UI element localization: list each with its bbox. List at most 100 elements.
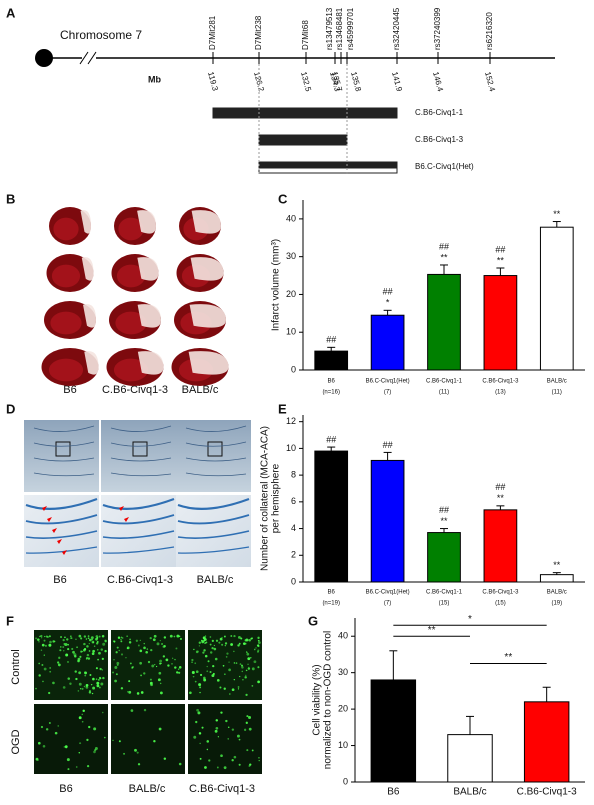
- fluorescence-image: [111, 630, 185, 700]
- cell: [85, 638, 88, 640]
- cell: [134, 748, 137, 752]
- cell: [246, 652, 250, 656]
- marker-name: D7Mit281: [208, 15, 217, 50]
- cell: [245, 693, 248, 697]
- y-axis-label: Infarct volume (mm³): [271, 239, 282, 331]
- arrowhead: [124, 517, 129, 522]
- strain-label: C.B6-Civq1-3: [107, 574, 173, 586]
- cell: [162, 655, 166, 658]
- cell: [253, 660, 257, 664]
- cell: [177, 668, 180, 670]
- cell: [216, 766, 219, 769]
- cell: [40, 725, 44, 729]
- cell: [86, 645, 89, 648]
- cell: [95, 635, 99, 638]
- cell: [96, 648, 99, 651]
- y-tick-label: 40: [286, 213, 296, 223]
- bar: [483, 275, 518, 371]
- cell: [81, 720, 84, 723]
- cell: [189, 691, 192, 695]
- cell: [57, 725, 59, 727]
- cell: [244, 676, 247, 679]
- cell: [128, 641, 132, 644]
- bar: [370, 459, 405, 583]
- cell: [204, 635, 207, 637]
- y-axis-label: Cell viability (%): [312, 664, 323, 735]
- vessel: [185, 441, 247, 447]
- cell: [44, 644, 47, 647]
- arrowhead: [47, 517, 52, 522]
- arrowhead: [119, 506, 124, 511]
- cell: [227, 738, 229, 740]
- panel-label: A: [6, 5, 16, 20]
- cell: [116, 646, 119, 649]
- cell: [103, 736, 106, 739]
- cell: [80, 637, 83, 640]
- cell: [67, 768, 70, 771]
- strain-label: C.B6-Civq1-3: [102, 384, 168, 396]
- cell: [192, 675, 195, 678]
- fluorescence-image: [34, 704, 108, 774]
- cell: [247, 663, 249, 665]
- bar: [539, 226, 574, 371]
- cell: [203, 649, 206, 652]
- cell: [251, 749, 254, 752]
- cell: [197, 711, 201, 715]
- cell: [117, 636, 120, 639]
- cell: [40, 649, 43, 651]
- fluorescence-image: [34, 630, 108, 700]
- cell: [247, 657, 251, 661]
- cell: [249, 763, 252, 766]
- cell: [48, 643, 52, 647]
- infarct: [190, 257, 224, 281]
- significance-label: **: [440, 516, 448, 526]
- cell: [137, 763, 141, 766]
- cell: [63, 643, 66, 645]
- cell: [143, 642, 145, 645]
- cell: [79, 688, 82, 690]
- cell: [120, 638, 122, 641]
- cell: [38, 662, 40, 665]
- infarct: [84, 351, 99, 375]
- brain-slice-inner: [113, 358, 149, 382]
- cell: [221, 636, 223, 639]
- marker-name: rs13468481: [335, 7, 344, 50]
- cell: [37, 638, 40, 641]
- cell: [48, 722, 51, 725]
- cell: [70, 635, 72, 637]
- cell: [136, 692, 140, 695]
- cell: [245, 651, 248, 653]
- roi-box: [132, 441, 148, 457]
- cell: [206, 665, 208, 668]
- arrowhead: [52, 528, 57, 533]
- x-tick-label: B6: [328, 590, 336, 596]
- cell: [239, 663, 242, 665]
- cell: [62, 646, 65, 649]
- marker-name: rs37240399: [433, 7, 442, 50]
- congenic-interval: [258, 134, 348, 146]
- vessel-photo: [101, 495, 176, 567]
- cell: [233, 678, 236, 681]
- cell: [257, 681, 260, 683]
- y-tick-label: 10: [286, 443, 296, 453]
- cell: [78, 634, 82, 638]
- cell: [42, 680, 44, 683]
- cell: [125, 657, 127, 659]
- cell: [92, 686, 96, 690]
- cell: [67, 677, 71, 680]
- cell: [250, 657, 252, 659]
- vessel: [177, 497, 250, 510]
- cell: [129, 638, 132, 641]
- break: [87, 51, 97, 65]
- cell: [223, 766, 227, 770]
- cell: [70, 637, 73, 639]
- x-tick-note: (15): [439, 601, 450, 607]
- cell: [215, 726, 219, 730]
- cell: [238, 642, 241, 645]
- cell: [239, 675, 241, 678]
- cell: [241, 666, 244, 669]
- cell: [76, 646, 78, 649]
- cell: [197, 650, 199, 652]
- cell: [248, 727, 252, 731]
